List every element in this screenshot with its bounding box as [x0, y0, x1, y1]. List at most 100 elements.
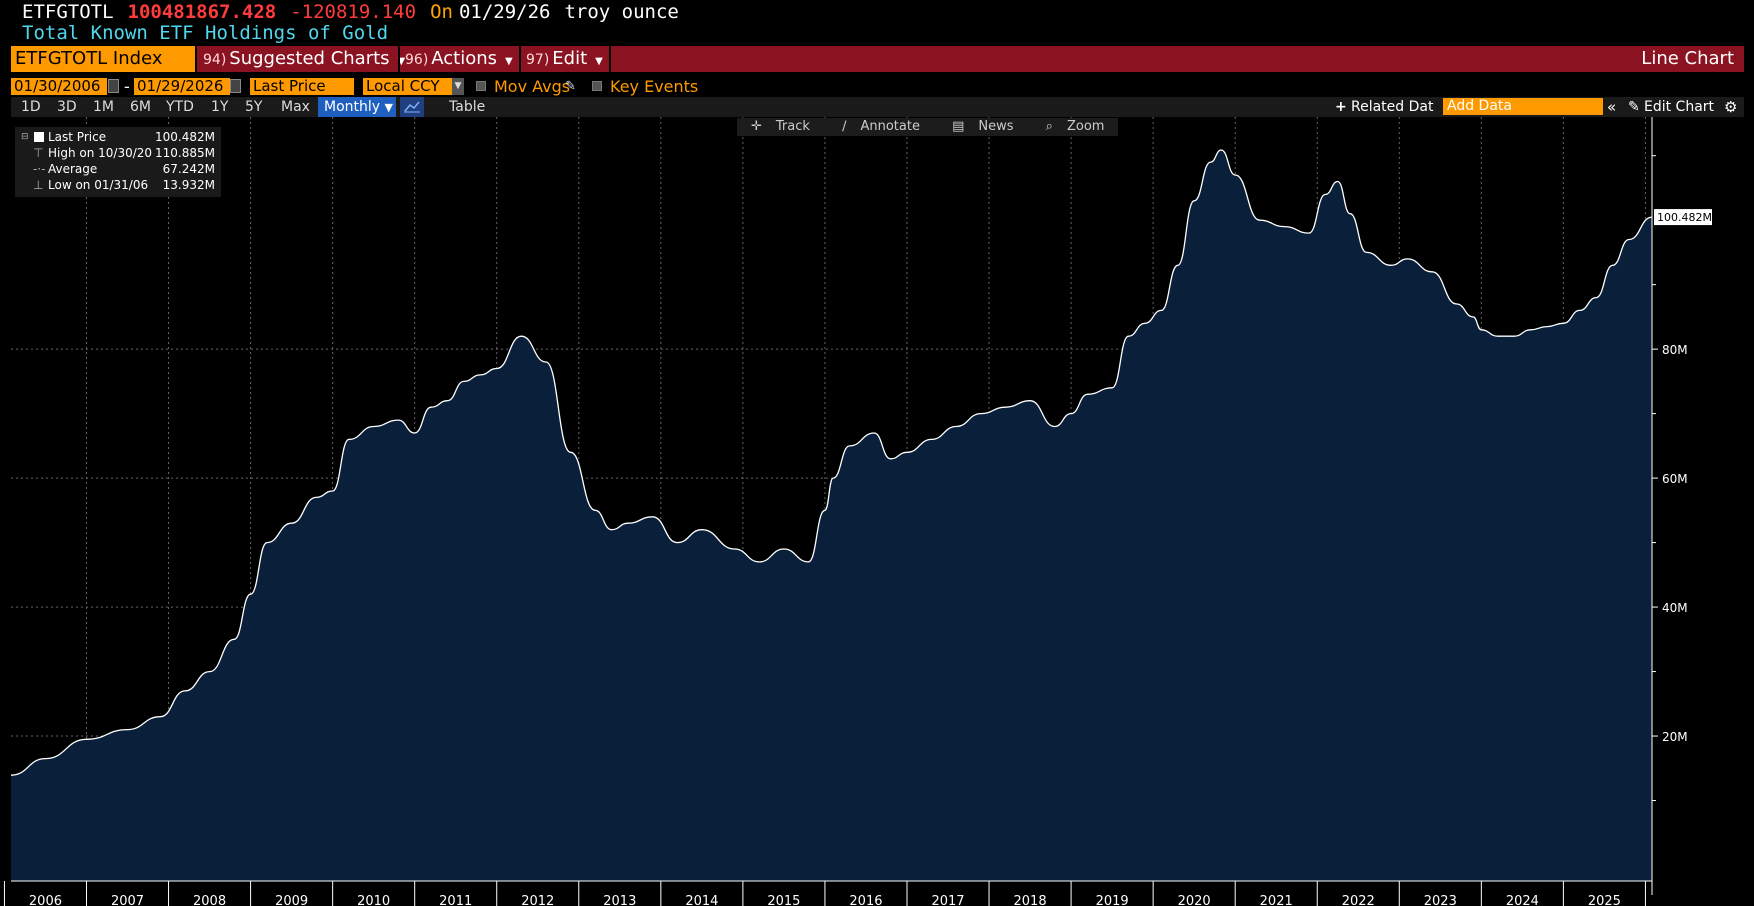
chevron-down-icon: ▼ — [595, 56, 603, 67]
pencil-icon[interactable]: ✎ — [565, 79, 576, 94]
collapse-box-icon[interactable]: ⊟ — [21, 132, 29, 142]
zoom-tool[interactable]: ⌕ Zoom — [1039, 118, 1112, 136]
edit-chart-button[interactable]: Edit Chart — [1644, 99, 1715, 115]
period-toolbar: 1D 3D 1M 6M YTD 1Y 5Y Max Monthly ▼ Tabl… — [11, 97, 1744, 117]
x-tick-label: 2014 — [685, 894, 718, 906]
x-tick-label: 2013 — [603, 894, 636, 906]
collapse-icon[interactable]: « — [1607, 98, 1617, 116]
chart-legend: ⊟ Last Price 100.482M ⊤ High on 10/30/20… — [15, 127, 221, 197]
y-axis: 20M 40M 60M 80M 100.482M — [1651, 117, 1712, 895]
menu-label: Actions — [431, 48, 498, 69]
x-tick-label: 2022 — [1342, 894, 1375, 906]
news-label: News — [978, 119, 1014, 134]
x-tick-label: 2010 — [357, 894, 390, 906]
legend-last-price[interactable]: ⊟ Last Price 100.482M — [15, 129, 221, 145]
x-tick-label: 2006 — [29, 894, 62, 906]
key-events-label: Key Events — [610, 77, 699, 96]
pencil-icon: ∕ — [842, 119, 847, 134]
header-line: ETFGTOTL 100481867.428 -120819.140 On 01/29/… — [22, 1, 693, 23]
calendar-icon[interactable] — [230, 79, 241, 93]
key-events-checkbox[interactable] — [592, 81, 602, 91]
period-max[interactable]: Max — [281, 99, 310, 115]
menu-number: 96) — [405, 52, 429, 68]
suggested-charts-menu[interactable]: 94) Suggested Charts ▼ — [203, 46, 405, 72]
period-1y[interactable]: 1Y — [211, 99, 229, 115]
series-area-fill — [11, 150, 1652, 881]
ticker: ETFGTOTL — [22, 1, 114, 23]
period-1d[interactable]: 1D — [21, 99, 41, 115]
actions-menu[interactable]: 96) Actions ▼ — [405, 46, 513, 72]
x-tick-label: 2016 — [849, 894, 882, 906]
on-label: On — [430, 1, 453, 23]
news-icon: ▤ — [952, 119, 965, 134]
track-label: Track — [775, 119, 810, 134]
y-tick-label: 20M — [1662, 730, 1688, 744]
y-tick-label: 60M — [1662, 472, 1688, 486]
legend-value: 67.242M — [162, 162, 215, 176]
legend-value: 110.885M — [155, 146, 215, 160]
chart-canvas[interactable]: 20M 40M 60M 80M 100.482M 2006 2007 2008 2009 201… — [0, 117, 1754, 906]
x-tick-label: 2017 — [931, 894, 964, 906]
last-value: 100481867.428 — [127, 1, 277, 23]
track-tool[interactable]: ✛ Track — [744, 118, 817, 136]
line-chart-icon[interactable] — [400, 97, 424, 117]
mov-avgs-checkbox[interactable] — [476, 81, 486, 91]
x-tick-label: 2015 — [767, 894, 800, 906]
date-separator: - — [124, 77, 130, 96]
high-marker-icon: ⊤ — [33, 146, 44, 160]
edit-menu[interactable]: 97) Edit ▼ — [526, 46, 603, 72]
plus-icon: + — [1335, 99, 1347, 115]
x-tick-label: 2025 — [1588, 894, 1621, 906]
period-ytd[interactable]: YTD — [166, 99, 194, 115]
chevron-down-icon: ▼ — [505, 56, 513, 67]
legend-value: 13.932M — [162, 178, 215, 192]
chart-type-title: Line Chart — [1641, 48, 1734, 69]
legend-label: High on 10/30/20 — [48, 146, 153, 160]
chevron-down-icon: ▼ — [384, 101, 393, 114]
period-6m[interactable]: 6M — [130, 99, 151, 115]
period-3d[interactable]: 3D — [57, 99, 77, 115]
mov-avgs-label: Mov Avgs — [494, 77, 571, 96]
frequency-selector[interactable]: Monthly ▼ — [318, 97, 396, 117]
x-axis: 2006 2007 2008 2009 2010 2011 2012 2013 2014 2015… — [3, 880, 1652, 906]
menu-number: 97) — [526, 52, 550, 68]
series-line — [10, 149, 1653, 776]
menu-number: 94) — [203, 52, 227, 68]
period-1m[interactable]: 1M — [93, 99, 114, 115]
x-tick-label: 2012 — [521, 894, 554, 906]
legend-label: Last Price — [48, 130, 107, 144]
legend-high: ⊤ High on 10/30/20 110.885M — [15, 145, 221, 161]
end-date-field[interactable]: 01/29/2026 — [134, 78, 230, 95]
series-color-swatch — [34, 132, 44, 142]
add-data-input[interactable]: Add Data — [1443, 98, 1603, 115]
period-5y[interactable]: 5Y — [245, 99, 263, 115]
table-button[interactable]: Table — [449, 99, 486, 115]
legend-value: 100.482M — [155, 130, 215, 144]
divider — [519, 46, 521, 72]
menu-label: Edit — [552, 48, 588, 69]
start-date-field[interactable]: 01/30/2006 — [11, 78, 107, 95]
pencil-icon: ✎ — [1628, 99, 1640, 115]
zoom-label: Zoom — [1066, 119, 1105, 134]
field-selector[interactable]: Last Price — [250, 78, 354, 95]
unit-label: troy ounce — [564, 1, 679, 23]
annotate-tool[interactable]: ∕ Annotate — [835, 118, 927, 136]
chevron-down-icon: ▼ — [397, 56, 406, 67]
x-tick-label: 2024 — [1506, 894, 1539, 906]
calendar-icon[interactable] — [108, 79, 119, 93]
related-data-button[interactable]: Related Dat — [1351, 99, 1434, 115]
currency-selector[interactable]: Local CCY — [363, 78, 452, 95]
x-tick-label: 2018 — [1014, 894, 1047, 906]
annotate-label: Annotate — [860, 119, 920, 134]
x-tick-label: 2023 — [1424, 894, 1457, 906]
gear-icon[interactable]: ⚙ — [1724, 98, 1738, 116]
security-description: Total Known ETF Holdings of Gold — [22, 22, 389, 44]
security-field[interactable]: ETFGTOTL Index — [11, 46, 195, 72]
quote-date: 01/29/26 — [458, 1, 551, 23]
news-tool[interactable]: ▤ News — [945, 118, 1020, 136]
chevron-down-icon[interactable]: ▼ — [452, 78, 464, 95]
y-tick-label: 40M — [1662, 601, 1688, 615]
search-icon: ⌕ — [1045, 119, 1053, 134]
menu-label: Suggested Charts — [229, 48, 390, 69]
legend-average: -·- Average 67.242M — [15, 161, 221, 177]
